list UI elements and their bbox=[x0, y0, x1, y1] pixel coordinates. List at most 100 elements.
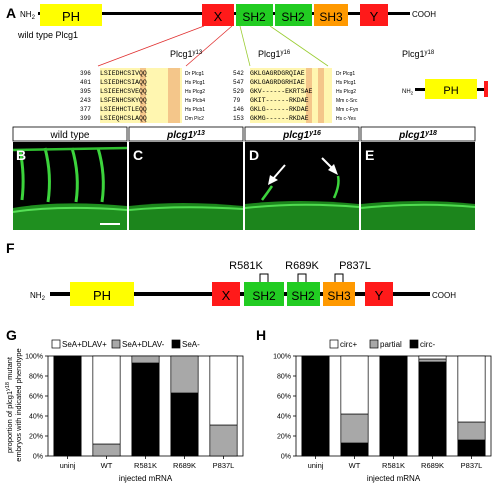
alignment-y16-seq-1: GKLGAGRDGRHIAE bbox=[250, 79, 305, 86]
nh2-label-f: NH2 bbox=[30, 291, 46, 302]
alignment-y16-name-3: Mm c-Src bbox=[336, 98, 358, 104]
chart-0-legend-swatch-2 bbox=[171, 339, 181, 349]
alignment-y16-col-d bbox=[318, 68, 324, 123]
alignment-y16-seq-4: GKLG------RKDAE bbox=[250, 106, 309, 113]
chart-1-legend-swatch-2 bbox=[409, 339, 419, 349]
domain-y-f bbox=[365, 282, 393, 306]
alignment-y13-name-5: Dm Plc2 bbox=[185, 116, 204, 122]
alignment-y16-name-5: Hs c-Yes bbox=[336, 116, 356, 122]
chart-0-bar-2-1 bbox=[131, 355, 160, 364]
alignment-y16-name-1: Hs Plcg1 bbox=[336, 80, 356, 86]
domain-sh2-1-f bbox=[244, 282, 284, 306]
chart-0-bar-4-2 bbox=[209, 355, 238, 426]
domain-sh2-2 bbox=[275, 4, 312, 26]
chart-1-bar-4-0 bbox=[457, 439, 486, 457]
chart-1-legend-label-1: partial bbox=[380, 340, 402, 349]
allele-label-y13: Plcg1y13 bbox=[170, 49, 203, 59]
truncated-protein-y18: NH2 PH bbox=[402, 79, 488, 99]
domain-sh2-1 bbox=[236, 4, 273, 26]
arrowhead-d-2 bbox=[328, 164, 338, 175]
domain-y bbox=[360, 4, 388, 26]
chart-0-legend-swatch-0 bbox=[51, 339, 61, 349]
chart-1-legend-label-2: circ- bbox=[420, 340, 435, 349]
chart-1-ytick-label-3: 60% bbox=[277, 394, 291, 401]
panel-label-e: E bbox=[365, 147, 374, 163]
chart-1-ytick-label-0: 0% bbox=[281, 454, 291, 461]
chart-0-legend-label-2: SeA- bbox=[182, 340, 200, 349]
chart-0-bar-4-1 bbox=[209, 424, 238, 457]
chart-0-ytick-label-1: 20% bbox=[29, 434, 43, 441]
domain-sh3-f-label: SH3 bbox=[327, 289, 351, 303]
mutation-label-r581k: R581K bbox=[229, 260, 263, 272]
image-d bbox=[244, 142, 360, 230]
alignment-y16-seq-5: GKMG------RKDAE bbox=[250, 115, 309, 122]
alignment-y16-seq-0: GKLGAGRDGRQIAE bbox=[250, 70, 305, 77]
domain-x-f-label: X bbox=[222, 288, 231, 303]
allele-label-y16: Plcg1y16 bbox=[258, 49, 291, 59]
chart-0-bar-0-0 bbox=[53, 355, 82, 457]
chart-0-legend-label-1: SeA+DLAV- bbox=[122, 340, 165, 349]
chart-1-xtick-label-4: P837L bbox=[461, 461, 483, 470]
alignment-y16-col-r bbox=[306, 68, 312, 123]
domain-sh2-1-label: SH2 bbox=[242, 10, 266, 24]
mutation-label-r689k: R689K bbox=[285, 260, 319, 272]
allele-label-y18: Plcg1y18 bbox=[402, 49, 435, 59]
domain-ph-f bbox=[70, 282, 134, 306]
chart-0-bar-2-0 bbox=[131, 362, 160, 457]
image-c bbox=[128, 142, 244, 230]
truncation-marker bbox=[484, 81, 488, 97]
alignment-y13-num-2: 395 bbox=[80, 88, 91, 95]
arrow-d-1 bbox=[271, 164, 286, 181]
chart-0-bar-3-1 bbox=[170, 355, 199, 394]
wild-type-plcg1-label: wild type Plcg1 bbox=[17, 30, 78, 40]
chart-1-legend-swatch-1 bbox=[369, 339, 379, 349]
domain-ph-f-label: PH bbox=[93, 288, 111, 303]
panel-label-h: H bbox=[256, 327, 266, 343]
domain-ph-y18-label: PH bbox=[443, 85, 458, 97]
chart-0-xtick-label-3: R689K bbox=[173, 461, 196, 470]
chart-0-xlabel: injected mRNA bbox=[119, 474, 173, 483]
domain-sh2-1-f-label: SH2 bbox=[252, 289, 276, 303]
domain-ph bbox=[40, 4, 102, 26]
domain-x bbox=[202, 4, 234, 26]
domain-sh3-f bbox=[323, 282, 355, 306]
domain-sh3-label: SH3 bbox=[319, 10, 343, 24]
alignment-y13-seq-5: LSIEQHCSLAQQ bbox=[100, 115, 147, 122]
chart-0-xtick-label-4: P837L bbox=[213, 461, 235, 470]
alignment-y13-col-q bbox=[168, 68, 180, 123]
panel-label-a: A bbox=[6, 5, 16, 21]
domain-sh2-2-f bbox=[287, 282, 320, 306]
chart-1-ytick-label-2: 40% bbox=[277, 414, 291, 421]
alignment-y16-name-4: Mm c-Fyn bbox=[336, 107, 358, 113]
mutation-marker-r689k bbox=[297, 273, 307, 282]
alignment-y16-seq-3: GKIT------RKDAE bbox=[250, 97, 309, 104]
connector-r16-right bbox=[269, 25, 329, 67]
domain-x-f bbox=[212, 282, 240, 306]
alignment-y16-num-3: 79 bbox=[233, 97, 241, 104]
cooh-label-f: COOH bbox=[432, 291, 456, 300]
chart-1-bar-2-0 bbox=[379, 355, 408, 457]
chart-0-legend-swatch-1 bbox=[111, 339, 121, 349]
nh2-label-a: NH2 bbox=[20, 10, 36, 21]
chart-1-bar-4-1 bbox=[457, 421, 486, 441]
alignment-y16-num-1: 547 bbox=[233, 79, 244, 86]
chart-1-legend-swatch-0 bbox=[329, 339, 339, 349]
chart-1-xtick-label-0: uninj bbox=[308, 461, 324, 470]
image-label-box-e bbox=[360, 126, 476, 142]
chart-1-bar-3-1 bbox=[418, 358, 447, 363]
alignment-y16-seq-2: GKV------EKRTSAE bbox=[250, 88, 313, 95]
chart-1-bar-1-1 bbox=[340, 413, 369, 444]
alignment-y16-name-2: Hs Plcg2 bbox=[336, 89, 356, 95]
chart-0-ytick-label-3: 60% bbox=[29, 394, 43, 401]
chart-1-bar-1-0 bbox=[340, 442, 369, 457]
panel-label-d: D bbox=[249, 147, 259, 163]
alignment-y13-num-4: 377 bbox=[80, 106, 91, 113]
chart-0-bar-1-2 bbox=[92, 355, 121, 445]
mutation-label-p837l: P837L bbox=[339, 260, 371, 272]
alignment-y16-num-4: 146 bbox=[233, 106, 244, 113]
image-label-d: plcg1y16 bbox=[282, 130, 321, 141]
alignment-y13-col-c bbox=[140, 68, 146, 123]
panel-label-b: B bbox=[16, 147, 26, 163]
chart-g-ylabel: proportion of plcg1y18 mutant embryos wi… bbox=[5, 348, 23, 461]
chart-0-legend-label-0: SeA+DLAV+ bbox=[62, 340, 107, 349]
